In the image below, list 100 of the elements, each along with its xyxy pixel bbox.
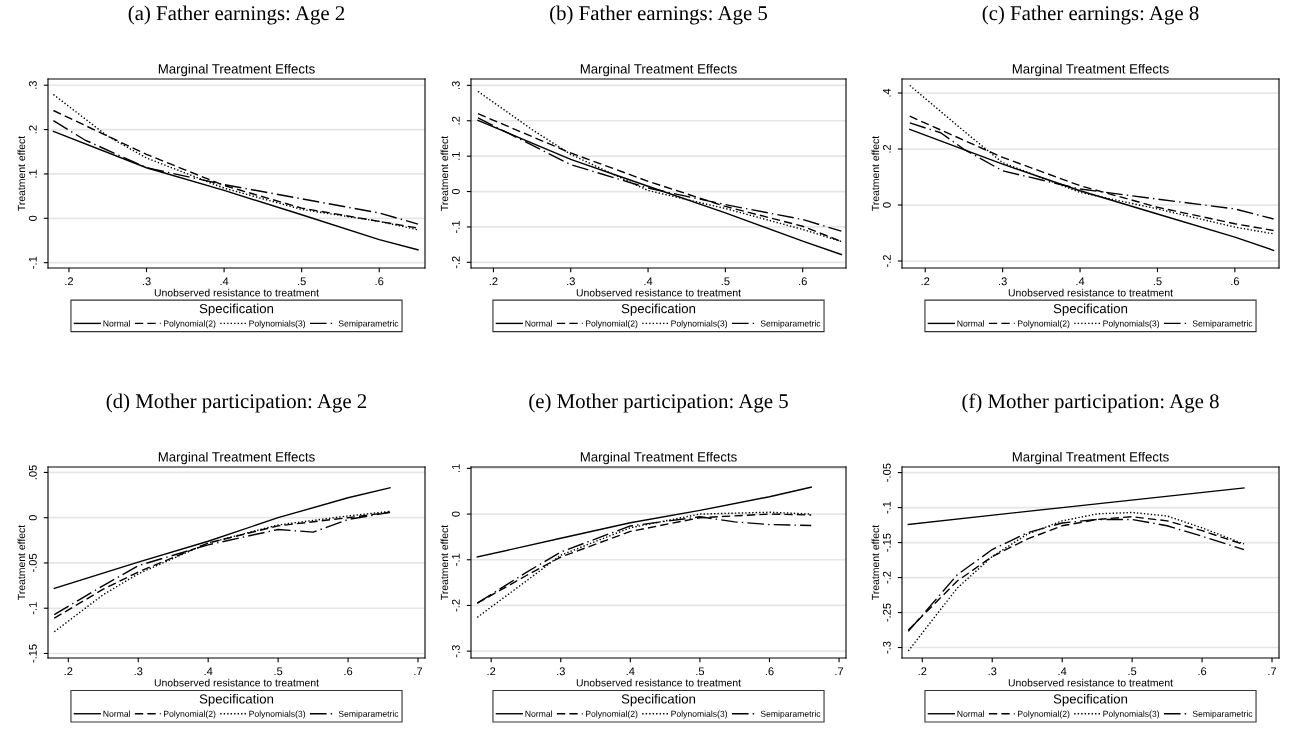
y-axis-title: Treatment effect	[17, 524, 26, 600]
x-axis-title: Unobserved resistance to treatment	[154, 288, 319, 297]
legend-label: Semiparametric	[1192, 710, 1253, 719]
x-tick-label: .2	[65, 277, 74, 286]
x-tick-label: .5	[298, 277, 306, 286]
legend-label: Polynomials(3)	[1103, 710, 1160, 719]
legend-label: Normal	[525, 710, 552, 717]
y-tick-label: 0	[451, 188, 460, 195]
y-axis-title: Treatment effect	[440, 135, 449, 211]
legend-label: Normal	[957, 320, 984, 327]
x-tick-label: .6	[344, 667, 353, 676]
x-tick-label: .5	[721, 277, 730, 286]
x-tick-label: .2	[64, 667, 73, 676]
x-tick-label: .7	[1268, 667, 1277, 676]
y-axis-title: Treatment effect	[17, 135, 26, 211]
x-axis-title: Unobserved resistance to treatment	[154, 678, 319, 687]
y-tick-label: 0	[28, 515, 37, 521]
y-tick-label: -.1	[29, 602, 37, 615]
legend-title: Specification	[1053, 303, 1128, 316]
x-tick-label: .3	[142, 277, 151, 286]
x-tick-label: .2	[487, 667, 496, 676]
legend-label: Polynomials(3)	[249, 710, 306, 719]
y-tick-label: .1	[452, 152, 460, 160]
x-tick-label: .3	[999, 277, 1007, 286]
legend-label: Normal	[103, 320, 130, 327]
legend-label: Semiparametric	[338, 320, 399, 329]
y-tick-label: .05	[28, 465, 37, 480]
x-axis-title: Unobserved resistance to treatment	[576, 288, 741, 297]
y-axis-title: Treatment effect	[871, 524, 880, 600]
y-tick-label: -.25	[882, 603, 891, 622]
chart-title: (e) Mother participation: Age 5	[529, 393, 788, 413]
legend-label: Polynomials(3)	[671, 710, 728, 719]
x-tick-label: .2	[918, 667, 927, 676]
legend-label: Polynomials(3)	[1103, 320, 1160, 329]
x-tick-label: .4	[204, 667, 213, 676]
x-tick-label: .5	[696, 667, 705, 676]
y-tick-label: -.2	[451, 256, 460, 269]
y-axis-title: Treatment effect	[440, 524, 449, 600]
chart-title: (d) Mother participation: Age 2	[106, 393, 367, 413]
y-tick-label: -.2	[882, 571, 891, 584]
chart-subtitle: Marginal Treatment Effects	[580, 451, 737, 465]
y-tick-label: .4	[883, 88, 891, 97]
x-tick-label: .6	[799, 277, 807, 286]
legend-label: Polynomial(2)	[1017, 320, 1070, 329]
y-tick-label: -.2	[451, 599, 460, 612]
legend-label: Semiparametric	[760, 710, 821, 719]
legend-title: Specification	[621, 303, 696, 316]
x-tick-label: .6	[1198, 667, 1207, 676]
y-tick-label: .2	[882, 144, 891, 153]
x-tick-label: .5	[274, 667, 283, 676]
chart-subtitle: Marginal Treatment Effects	[1012, 63, 1169, 77]
x-tick-label: .7	[835, 667, 844, 676]
x-tick-label: .4	[626, 667, 635, 676]
legend-label: Normal	[103, 710, 130, 717]
x-axis-title: Unobserved resistance to treatment	[576, 678, 741, 687]
chart-subtitle: Marginal Treatment Effects	[1012, 451, 1169, 465]
y-tick-label: -.2	[882, 255, 891, 267]
y-tick-label: -.3	[451, 645, 460, 658]
legend-label: Polynomials(3)	[249, 320, 306, 329]
chart-title: (f) Mother participation: Age 8	[962, 393, 1219, 413]
legend-label: Semiparametric	[760, 320, 821, 329]
x-tick-label: .3	[557, 667, 565, 676]
legend-title: Specification	[199, 303, 274, 316]
legend-label: Polynomial(2)	[585, 710, 638, 719]
y-tick-label: .3	[451, 81, 460, 89]
legend-label: Semiparametric	[338, 710, 399, 719]
y-tick-label: -.1	[452, 553, 460, 566]
x-tick-label: .5	[1153, 277, 1162, 286]
chart-title: (b) Father earnings: Age 5	[550, 5, 768, 25]
y-tick-label: -.05	[28, 553, 37, 573]
y-tick-label: 0	[451, 511, 460, 517]
y-tick-label: -.05	[882, 463, 891, 482]
x-tick-label: .3	[134, 667, 143, 676]
y-axis-title: Treatment effect	[871, 135, 880, 211]
x-tick-label: .6	[375, 277, 384, 286]
x-axis-title: Unobserved resistance to treatment	[1008, 288, 1173, 297]
x-tick-label: .2	[489, 277, 498, 286]
legend-title: Specification	[199, 693, 274, 707]
y-tick-label: 0	[882, 202, 891, 208]
y-tick-label: .1	[29, 169, 37, 178]
y-tick-label: .2	[28, 125, 37, 134]
x-axis-title: Unobserved resistance to treatment	[1008, 678, 1173, 687]
legend-label: Polynomial(2)	[585, 320, 638, 329]
x-tick-label: .4	[220, 277, 229, 286]
y-tick-label: -.1	[452, 221, 460, 233]
legend-label: Polynomial(2)	[163, 710, 216, 719]
chart-title: (a) Father earnings: Age 2	[128, 5, 345, 25]
y-tick-label: .3	[28, 81, 37, 89]
legend-label: Normal	[525, 320, 552, 327]
y-tick-label: -.1	[883, 501, 891, 514]
x-tick-label: .6	[765, 667, 774, 676]
y-tick-label: 0	[28, 215, 37, 221]
legend-title: Specification	[1053, 693, 1128, 707]
chart-title: (c) Father earnings: Age 8	[982, 5, 1199, 25]
y-tick-label: .2	[451, 116, 460, 125]
y-tick-label: .1	[452, 464, 460, 472]
y-tick-label: -.1	[29, 256, 37, 269]
x-tick-label: .5	[1128, 667, 1137, 676]
y-tick-label: -.3	[882, 641, 891, 654]
chart-subtitle: Marginal Treatment Effects	[158, 451, 315, 465]
